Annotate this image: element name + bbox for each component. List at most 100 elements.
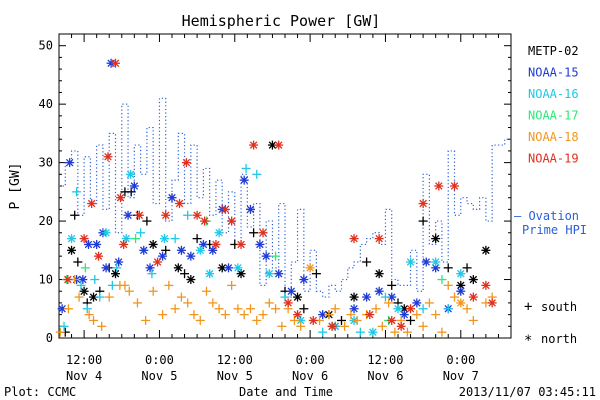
- marker-stroke: [296, 316, 305, 325]
- south-point: [90, 275, 100, 285]
- south-point: [59, 321, 69, 331]
- south-point: [443, 280, 453, 290]
- north-point: [308, 315, 318, 325]
- marker-stroke: [67, 246, 76, 255]
- south-point: [112, 263, 122, 273]
- north-point: [227, 216, 237, 226]
- marker-stroke: [328, 322, 336, 331]
- legend-entry: NOAA-15: [528, 66, 579, 80]
- marker-stroke: [375, 234, 383, 243]
- south-point: [450, 292, 459, 302]
- south-point: [104, 292, 114, 302]
- y-axis-label: P [GW]: [8, 163, 23, 210]
- marker-stroke: [234, 264, 242, 272]
- south-point: [170, 234, 180, 244]
- marker-stroke: [488, 299, 496, 307]
- north-point: [374, 286, 384, 296]
- legend-entry: METP-02: [528, 44, 579, 58]
- series-noaa-16: [59, 163, 466, 337]
- north-point: [368, 327, 378, 337]
- north-point: [274, 140, 284, 150]
- north-point: [111, 269, 120, 279]
- marker-stroke: [135, 211, 144, 219]
- x-tick-label-date: Nov 7: [443, 369, 479, 383]
- north-point: [421, 257, 431, 267]
- north-point: [487, 298, 497, 308]
- x-axis-label: Date and Time: [239, 385, 333, 399]
- south-point: [148, 286, 158, 296]
- south-point: [271, 304, 281, 314]
- south-point: [258, 310, 268, 320]
- footer-credit: Plot: CCMC: [4, 385, 76, 399]
- marker-stroke: [64, 275, 72, 284]
- marker-stroke: [196, 246, 205, 255]
- north-point: [67, 245, 77, 255]
- north-point: [116, 193, 126, 203]
- series-noaa-19: [63, 58, 497, 331]
- south-point: [355, 327, 365, 337]
- south-point: [418, 304, 428, 314]
- south-point: [73, 257, 83, 267]
- south-point: [142, 216, 152, 226]
- south-point: [80, 263, 90, 273]
- north-point: [205, 269, 215, 279]
- x-tick-label-time: 0:00: [145, 353, 174, 367]
- south-point: [362, 257, 372, 267]
- south-point: [387, 280, 397, 290]
- south-point: [318, 327, 328, 337]
- south-point: [180, 269, 190, 279]
- south-point: [233, 304, 243, 314]
- chart-title: Hemispheric Power [GW]: [182, 12, 381, 30]
- north-point: [283, 298, 293, 308]
- south-point: [132, 298, 142, 308]
- marker-stroke: [318, 310, 327, 319]
- south-point: [380, 292, 390, 302]
- marker-stroke: [259, 229, 267, 237]
- marker-stroke: [92, 240, 101, 249]
- north-point: [195, 245, 205, 255]
- marker-stroke: [102, 264, 110, 272]
- marker-stroke: [215, 229, 223, 237]
- marker-legend-south: + south: [524, 299, 577, 315]
- marker-stroke: [350, 293, 358, 301]
- north-point: [78, 275, 88, 285]
- marker-stroke: [457, 287, 465, 295]
- north-point: [349, 234, 359, 244]
- north-point: [286, 286, 296, 296]
- marker-stroke: [111, 59, 120, 67]
- marker-stroke: [400, 305, 409, 313]
- marker-stroke: [104, 153, 112, 161]
- south-point: [437, 327, 447, 337]
- ovation-legend-line1: — Ovation: [514, 209, 579, 223]
- south-point: [183, 210, 193, 220]
- north-point: [236, 239, 246, 249]
- north-point: [220, 204, 230, 214]
- north-point: [406, 257, 416, 267]
- marker-stroke: [139, 246, 148, 255]
- marker-stroke: [237, 269, 245, 278]
- marker-stroke: [406, 258, 415, 266]
- south-point: [183, 298, 193, 308]
- north-point: [245, 204, 255, 214]
- north-point: [258, 228, 268, 238]
- north-point: [274, 269, 284, 279]
- south-point: [340, 321, 350, 331]
- legend-entry: NOAA-17: [528, 109, 579, 123]
- marker-stroke: [237, 240, 245, 249]
- south-point: [462, 263, 472, 273]
- north-point: [239, 175, 249, 185]
- south-point: [271, 251, 281, 261]
- marker-stroke: [209, 246, 217, 255]
- x-tick-label-time: 0:00: [446, 353, 475, 367]
- south-point: [371, 304, 381, 314]
- x-axis: 12:00 Nov 4 0:00 Nov 5 12:00 Nov 5 0:00 Nov 6 12…: [58, 34, 512, 383]
- south-point: [443, 304, 453, 314]
- marker-symbol-south: +: [524, 299, 532, 315]
- north-point: [173, 263, 183, 273]
- south-point: [164, 280, 174, 290]
- south-point: [124, 286, 134, 296]
- north-point: [399, 310, 409, 320]
- marker-stroke: [67, 234, 76, 243]
- marker-stroke: [187, 275, 195, 284]
- south-point: [82, 304, 92, 314]
